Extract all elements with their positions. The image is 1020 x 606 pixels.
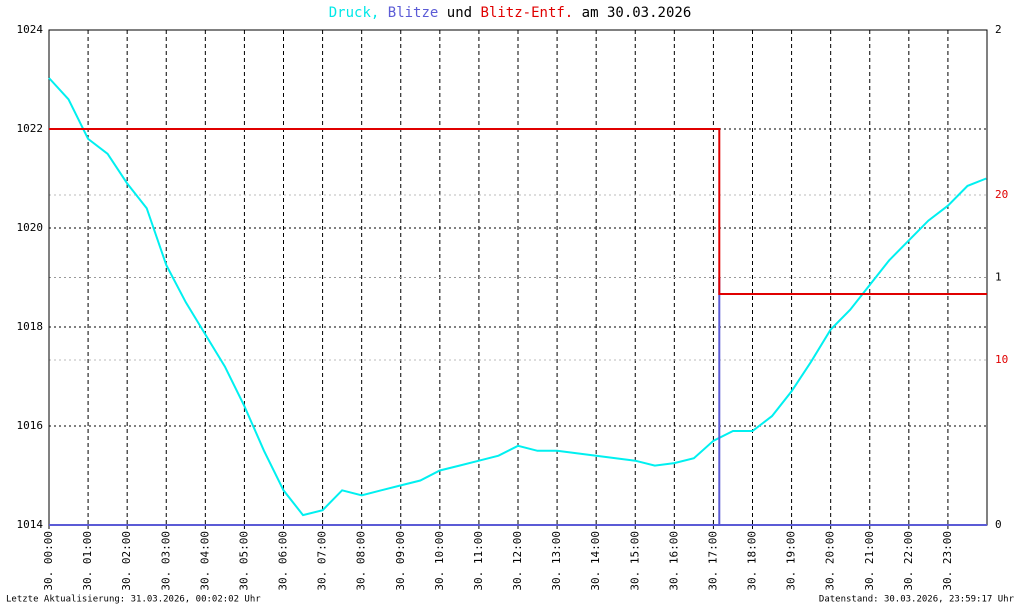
title-part: Blitze <box>388 5 439 21</box>
x-tick-label: 30. 19:00 <box>785 531 798 591</box>
title-part: und <box>447 5 472 21</box>
y2-tick-label: 1 <box>995 271 1002 284</box>
y3-tick-label: 10 <box>995 353 1008 366</box>
x-tick-label: 30. 06:00 <box>277 531 290 591</box>
x-tick-label: 30. 17:00 <box>706 531 719 591</box>
y-tick-label: 1022 <box>17 122 44 135</box>
x-tick-label: 30. 14:00 <box>589 531 602 591</box>
x-tick-label: 30. 15:00 <box>628 531 641 591</box>
x-tick-label: 30. 09:00 <box>394 531 407 591</box>
footer-left: Letzte Aktualisierung: 31.03.2026, 00:02… <box>6 595 261 605</box>
x-tick-label: 30. 12:00 <box>511 531 524 591</box>
x-tick-label: 30. 03:00 <box>159 531 172 591</box>
x-tick-label: 30. 18:00 <box>746 531 759 591</box>
title-part: Druck, <box>329 5 380 21</box>
x-tick-label: 30. 13:00 <box>550 531 563 591</box>
x-tick-label: 30. 20:00 <box>824 531 837 591</box>
x-tick-label: 30. 21:00 <box>863 531 876 591</box>
y-tick-label: 1024 <box>17 23 44 36</box>
chart-title: Druck, Blitze und Blitz-Entf. am 30.03.2… <box>329 5 692 21</box>
x-tick-label: 30. 16:00 <box>667 531 680 591</box>
title-part: am 30.03.2026 <box>582 5 692 21</box>
x-tick-label: 30. 00:00 <box>42 531 55 591</box>
series-line <box>48 77 987 517</box>
y2-tick-label: 0 <box>995 518 1002 531</box>
series-line <box>49 128 987 295</box>
x-tick-label: 30. 08:00 <box>355 531 368 591</box>
x-tick-label: 30. 05:00 <box>237 531 250 591</box>
footer-right: Datenstand: 30.03.2026, 23:59:17 Uhr <box>819 595 1015 605</box>
title-part: Blitz-Entf. <box>481 5 574 21</box>
y3-tick-label: 20 <box>995 188 1008 201</box>
x-tick-label: 30. 11:00 <box>472 531 485 591</box>
x-tick-label: 30. 10:00 <box>433 531 446 591</box>
y-tick-label: 1016 <box>17 419 44 432</box>
x-tick-label: 30. 01:00 <box>81 531 94 591</box>
x-tick-label: 30. 07:00 <box>316 531 329 591</box>
y-tick-label: 1014 <box>17 518 44 531</box>
y-tick-label: 1018 <box>17 320 44 333</box>
series-line <box>49 277 987 526</box>
y-tick-label: 1020 <box>17 221 44 234</box>
x-tick-label: 30. 22:00 <box>902 531 915 591</box>
x-tick-label: 30. 04:00 <box>198 531 211 591</box>
x-tick-label: 30. 02:00 <box>120 531 133 591</box>
y2-tick-label: 2 <box>995 23 1002 36</box>
x-tick-label: 30. 23:00 <box>941 531 954 591</box>
